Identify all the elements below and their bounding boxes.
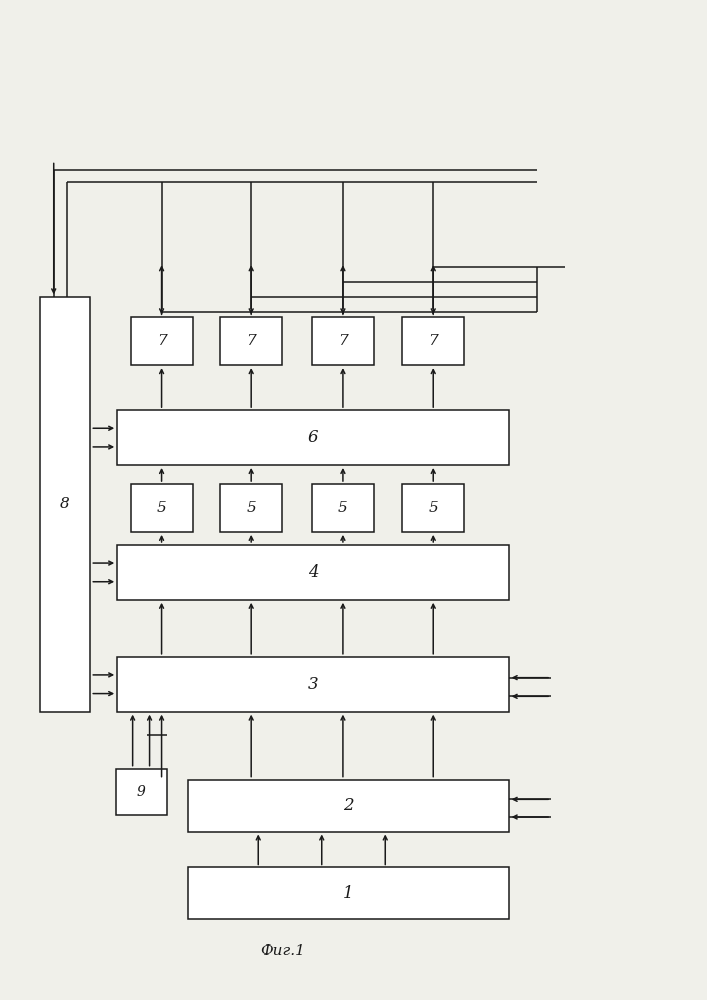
Bar xyxy=(117,545,509,600)
Bar xyxy=(40,297,90,712)
Text: 8: 8 xyxy=(60,497,70,511)
Bar xyxy=(116,769,167,815)
Bar xyxy=(117,657,509,712)
Text: Фиг.1: Фиг.1 xyxy=(260,944,305,958)
Text: 1: 1 xyxy=(343,885,354,902)
Text: 7: 7 xyxy=(338,334,348,348)
Bar xyxy=(402,484,464,532)
Bar xyxy=(220,317,282,365)
Bar xyxy=(131,317,192,365)
Text: 3: 3 xyxy=(308,676,318,693)
Bar xyxy=(402,317,464,365)
Bar xyxy=(312,317,374,365)
Text: 5: 5 xyxy=(157,501,166,515)
Text: 5: 5 xyxy=(338,501,348,515)
Text: 5: 5 xyxy=(246,501,256,515)
Bar xyxy=(187,867,509,919)
Text: 7: 7 xyxy=(157,334,166,348)
Bar xyxy=(220,484,282,532)
Bar xyxy=(312,484,374,532)
Text: 4: 4 xyxy=(308,564,318,581)
Text: 5: 5 xyxy=(428,501,438,515)
Text: 7: 7 xyxy=(246,334,256,348)
Text: 2: 2 xyxy=(343,797,354,814)
Bar xyxy=(131,484,192,532)
Bar xyxy=(187,780,509,832)
Text: 9: 9 xyxy=(136,785,146,799)
Text: 7: 7 xyxy=(428,334,438,348)
Text: 6: 6 xyxy=(308,429,318,446)
Bar xyxy=(117,410,509,465)
